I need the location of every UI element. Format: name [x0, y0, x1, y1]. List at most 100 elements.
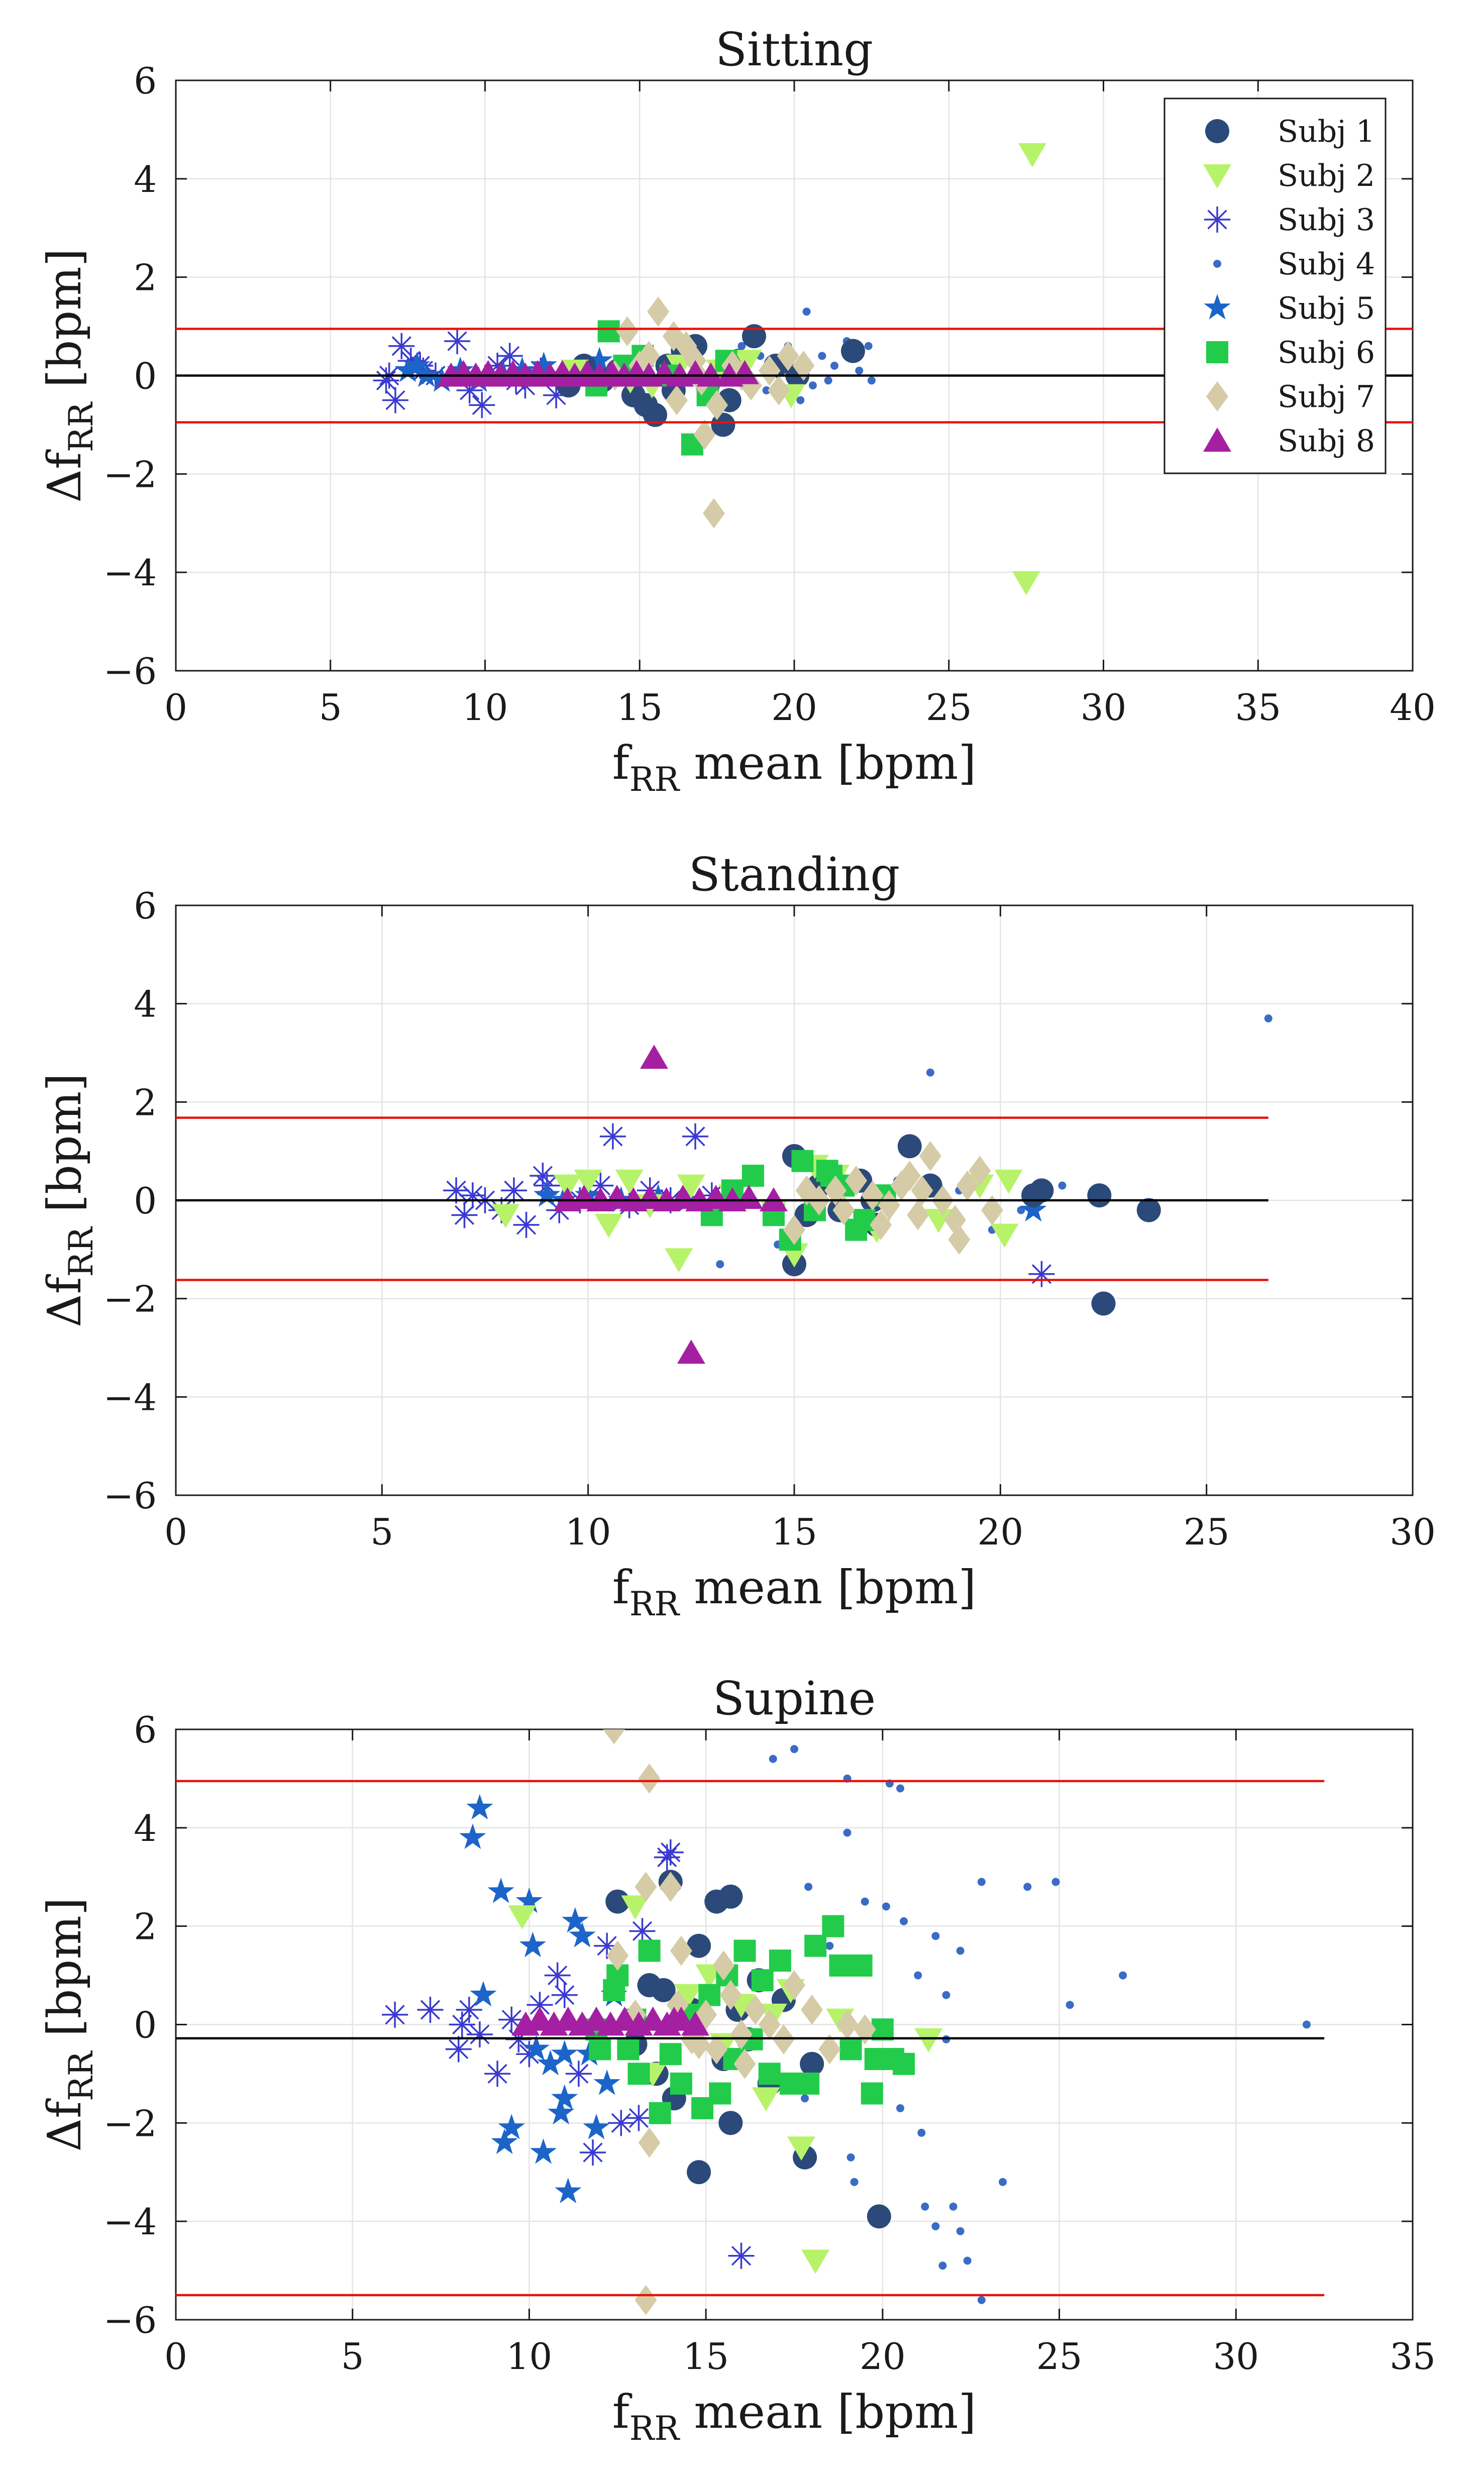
- data-point: [491, 2128, 518, 2154]
- data-point: [621, 1895, 650, 1920]
- data-point: [981, 1195, 1003, 1225]
- data-point: [896, 2104, 905, 2112]
- data-point: [515, 1887, 543, 1913]
- data-point: [702, 1185, 730, 1209]
- data-point: [638, 2127, 661, 2158]
- data-point: [843, 1828, 852, 1837]
- data-point: [845, 1165, 868, 1196]
- data-point: [783, 1970, 805, 2001]
- data-point: [769, 1949, 791, 1972]
- data-point: [919, 1141, 941, 1171]
- data-point: [1012, 571, 1040, 595]
- data-point: [688, 2029, 710, 2059]
- data-point: [926, 1068, 934, 1077]
- data-point: [638, 1939, 661, 1962]
- data-point: [459, 1823, 486, 1849]
- y-tick-label: −4: [103, 2201, 157, 2243]
- data-point: [861, 2082, 883, 2105]
- x-tick-label: 25: [1184, 1511, 1230, 1553]
- data-point: [840, 339, 865, 363]
- x-tick-label: 30: [1213, 2335, 1259, 2378]
- legend-label: Subj 8: [1278, 424, 1375, 459]
- data-point: [855, 366, 864, 375]
- data-point: [508, 1905, 537, 1930]
- data-point: [787, 2136, 816, 2161]
- data-point: [990, 1223, 1019, 1248]
- data-point: [551, 2040, 578, 2066]
- data-point: [768, 375, 790, 405]
- legend-marker: [1206, 341, 1228, 363]
- data-point: [948, 1224, 971, 1255]
- data-point: [822, 1915, 844, 1937]
- y-tick-label: 2: [134, 1081, 157, 1123]
- data-point: [942, 1991, 950, 1999]
- data-point: [733, 1939, 756, 1962]
- data-point: [1018, 143, 1046, 167]
- data-point: [804, 1883, 813, 1891]
- data-point: [850, 2178, 859, 2186]
- data-point: [394, 356, 421, 382]
- data-point: [769, 1754, 777, 1763]
- legend-label: Subj 4: [1278, 247, 1375, 282]
- x-tick-label: 10: [506, 2335, 553, 2378]
- data-point: [741, 1165, 764, 1187]
- y-tick-label: −4: [103, 552, 157, 594]
- data-point: [638, 1763, 661, 1794]
- data-point: [530, 351, 558, 377]
- data-point: [551, 1982, 578, 2008]
- data-point: [956, 1170, 979, 1201]
- legend: Subj 1 Subj 2 Subj 3 Subj 4 Subj 5 Subj 6 Subj…: [1163, 97, 1387, 474]
- x-tick-label: 20: [978, 1511, 1024, 1553]
- data-point: [640, 1045, 668, 1069]
- data-point: [730, 360, 759, 384]
- data-point: [702, 498, 725, 529]
- data-point: [526, 1992, 553, 2018]
- data-point: [574, 1169, 602, 1194]
- data-point: [938, 2261, 947, 2270]
- data-point: [900, 1917, 908, 1925]
- data-point: [634, 2285, 657, 2315]
- data-point: [931, 1932, 940, 1940]
- data-point: [660, 2006, 688, 2031]
- legend-label: Subj 5: [1278, 291, 1375, 326]
- x-tick-label: 15: [771, 1511, 817, 1553]
- data-point: [1264, 1014, 1273, 1023]
- chart-title: Standing: [689, 848, 900, 901]
- data-point: [907, 1200, 929, 1230]
- x-tick-label: 25: [926, 686, 972, 729]
- data-point: [674, 1984, 702, 2008]
- x-tick-label: 5: [341, 2335, 364, 2378]
- data-point: [797, 2073, 820, 2095]
- data-point: [496, 343, 523, 369]
- x-tick-label: 30: [1081, 686, 1127, 729]
- y-tick-label: 0: [134, 2004, 157, 2046]
- data-point: [977, 1878, 986, 1886]
- data-point: [741, 324, 766, 349]
- data-point: [657, 1839, 684, 1866]
- x-tick-label: 20: [771, 686, 817, 729]
- data-point: [551, 2084, 578, 2110]
- data-point: [466, 2021, 493, 2048]
- data-point: [824, 376, 832, 385]
- data-point: [914, 2028, 943, 2052]
- data-point: [751, 1969, 774, 1992]
- data-point: [864, 342, 873, 350]
- data-point: [706, 390, 728, 421]
- x-tick-label: 25: [1036, 2335, 1083, 2378]
- data-point: [670, 1935, 692, 1966]
- y-tick-label: −2: [103, 2102, 157, 2144]
- chart-supine: 0 5 10 15 20 25 30 35 −6 −4 −2 0 2 4 6 Supine fRR mean […: [38, 1672, 1436, 2448]
- data-point: [1119, 1971, 1127, 1980]
- data-point: [846, 2153, 855, 2161]
- series-subj-5: [459, 1794, 627, 2204]
- data-point: [709, 2082, 731, 2105]
- data-point: [682, 1123, 709, 1150]
- data-point: [484, 2060, 511, 2087]
- data-point: [445, 2036, 472, 2062]
- legend-label: Subj 6: [1278, 335, 1375, 370]
- data-point: [911, 1175, 933, 1206]
- x-tick-label: 30: [1390, 1511, 1436, 1553]
- data-point: [718, 1884, 743, 1909]
- y-tick-label: 2: [134, 257, 157, 299]
- data-point: [716, 1260, 724, 1269]
